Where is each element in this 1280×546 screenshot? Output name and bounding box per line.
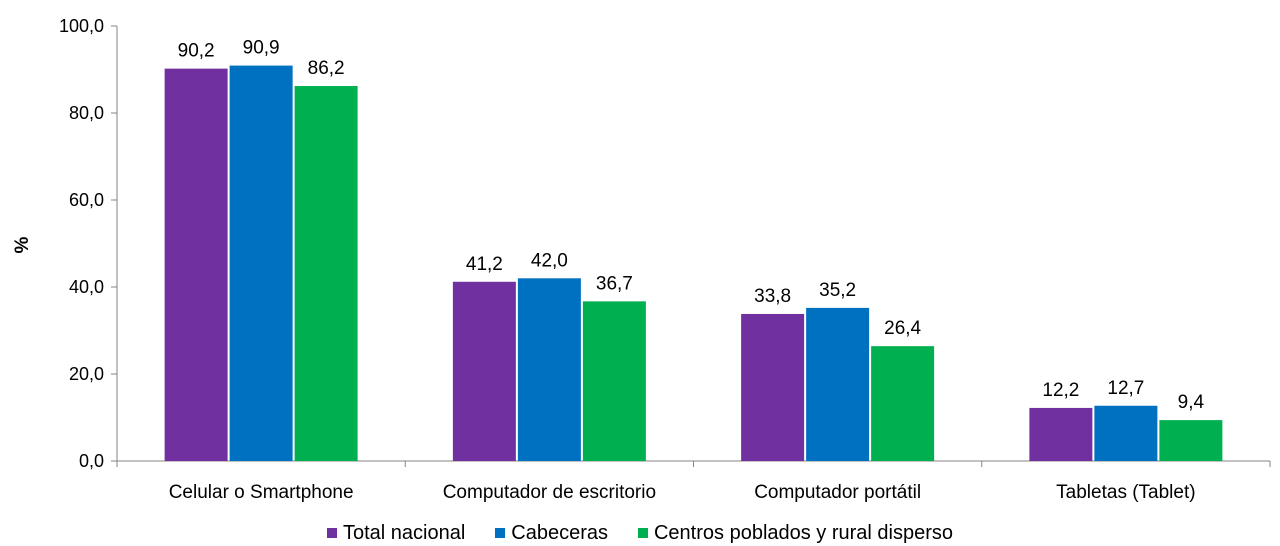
legend-item: Centros poblados y rural disperso xyxy=(637,521,954,545)
data-label: 41,2 xyxy=(466,254,503,275)
y-tick-label: 20,0 xyxy=(69,364,104,384)
bar xyxy=(1094,405,1158,461)
bar xyxy=(1159,420,1223,461)
bar xyxy=(294,86,358,461)
bar xyxy=(229,65,293,462)
bar xyxy=(806,307,870,461)
data-label: 35,2 xyxy=(819,280,856,301)
data-labels: 90,2 90,9 86,2 41,2 42,0 36,7 33,8 35,2 26,4 12,2… xyxy=(178,38,1205,414)
category-label: Tabletas (Tablet) xyxy=(1056,482,1195,503)
y-tick-label: 100,0 xyxy=(59,16,104,36)
bar xyxy=(1029,407,1093,461)
legend-label: Cabeceras xyxy=(511,521,608,544)
bar xyxy=(164,68,228,461)
data-label: 33,8 xyxy=(754,286,791,307)
y-axis-title-group: % xyxy=(12,236,33,253)
category-label: Computador de escritorio xyxy=(443,482,656,503)
data-label: 9,4 xyxy=(1178,392,1205,413)
data-label: 42,0 xyxy=(531,250,568,271)
category-label: Celular o Smartphone xyxy=(169,482,354,503)
data-label: 26,4 xyxy=(884,318,921,339)
legend-item: Cabeceras xyxy=(495,522,608,545)
data-label: 86,2 xyxy=(308,58,345,79)
legend-swatch xyxy=(637,528,648,538)
data-label: 90,2 xyxy=(178,41,215,62)
legend-label: Total nacional xyxy=(342,521,466,544)
category-label: Computador portátil xyxy=(754,482,921,503)
bar xyxy=(517,278,581,461)
axes: 0,0 20,0 40,0 60,0 80,0 100,0 Celular o Smartp… xyxy=(59,16,1271,503)
legend: Total nacional Cabeceras Centros poblados … xyxy=(0,520,1280,546)
legend-item: Total nacional xyxy=(326,521,466,545)
y-tick-label: 80,0 xyxy=(69,103,104,123)
data-label: 12,2 xyxy=(1042,380,1079,401)
bar xyxy=(871,346,935,461)
legend-label: Centros poblados y rural disperso xyxy=(653,521,954,544)
y-tick-label: 60,0 xyxy=(69,190,104,210)
data-label: 90,9 xyxy=(243,38,280,59)
y-tick-label: 40,0 xyxy=(69,277,104,297)
legend-swatch xyxy=(495,528,506,538)
bar xyxy=(452,281,516,461)
bar xyxy=(582,301,646,461)
y-tick-label: 0,0 xyxy=(79,451,104,471)
data-label: 12,7 xyxy=(1107,378,1144,399)
bar-chart: % 0,0 20,0 40,0 60,0 80,0 100,0 Celular o Smar… xyxy=(12,16,1271,503)
legend-swatch xyxy=(326,528,337,538)
data-label: 36,7 xyxy=(596,273,633,294)
y-axis-title: % xyxy=(12,236,33,253)
bar xyxy=(741,313,805,461)
bars xyxy=(164,65,1223,462)
